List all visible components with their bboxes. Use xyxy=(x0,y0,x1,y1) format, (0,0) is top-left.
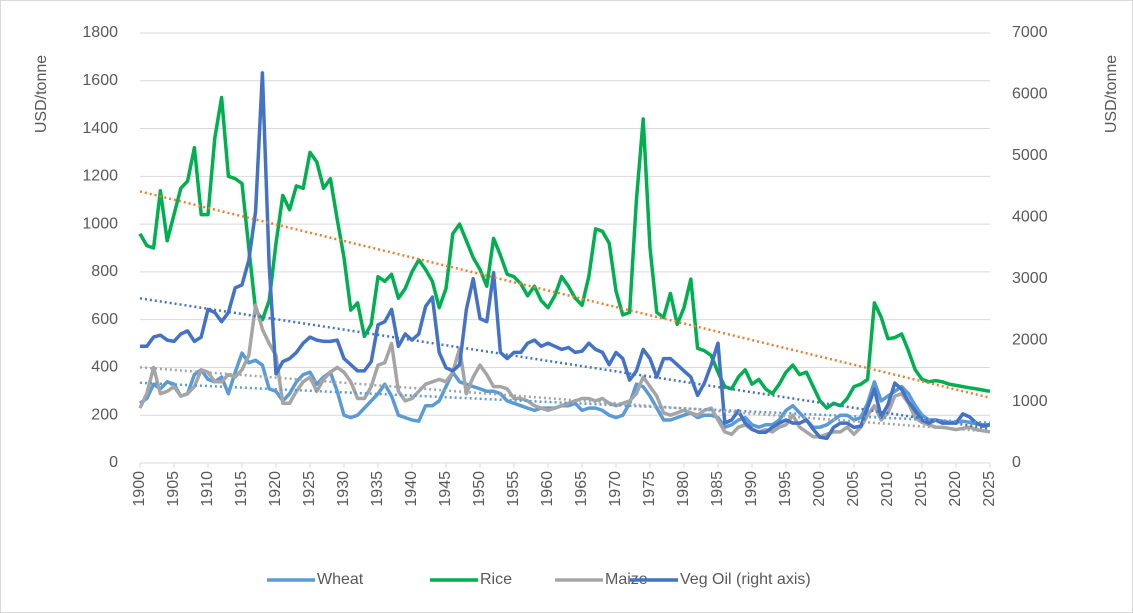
y2-tick-label: 6000 xyxy=(1012,86,1048,103)
y-tick-label: 800 xyxy=(91,263,118,280)
series-line xyxy=(138,95,991,410)
legend-label: Wheat xyxy=(317,571,364,588)
x-tick-label: 1960 xyxy=(539,471,556,507)
trend-line xyxy=(139,366,991,433)
x-tick-label: 1995 xyxy=(777,471,794,507)
y2-tick-label: 7000 xyxy=(1012,24,1048,41)
x-tick-label: 2000 xyxy=(811,471,828,507)
x-tick-label: 1940 xyxy=(403,471,420,507)
y2-tick-label: 2000 xyxy=(1012,331,1048,348)
x-tick-label: 1970 xyxy=(607,471,624,507)
y-tick-label: 400 xyxy=(91,359,118,376)
x-tick-label: 1980 xyxy=(675,471,692,507)
y-tick-label: 1800 xyxy=(82,24,118,41)
y-axis-label: USD/tonne xyxy=(33,55,50,133)
x-tick-label: 2020 xyxy=(947,471,964,507)
x-tick-label: 1985 xyxy=(709,471,726,507)
x-tick-label: 1935 xyxy=(369,471,386,507)
y2-tick-label: 3000 xyxy=(1012,270,1048,287)
y-tick-label: 200 xyxy=(91,406,118,423)
x-tick-label: 1955 xyxy=(505,471,522,507)
y2-tick-label: 4000 xyxy=(1012,209,1048,226)
trend-line xyxy=(139,190,991,400)
x-tick-label: 1915 xyxy=(233,471,250,507)
trend-line xyxy=(139,297,991,430)
y-tick-label: 1600 xyxy=(82,72,118,89)
y2-tick-label: 0 xyxy=(1012,454,1021,471)
legend-label: Maize xyxy=(605,571,648,588)
x-tick-label: 1905 xyxy=(165,471,182,507)
y-tick-label: 0 xyxy=(109,454,118,471)
series-line xyxy=(140,71,991,441)
x-tick-label: 1925 xyxy=(301,471,318,507)
x-tick-label: 1910 xyxy=(199,471,216,507)
x-tick-label: 2015 xyxy=(913,471,930,507)
x-tick-label: 2010 xyxy=(879,471,896,507)
x-tick-label: 1920 xyxy=(267,471,284,507)
y2-tick-label: 1000 xyxy=(1012,393,1048,410)
x-tick-label: 1900 xyxy=(131,471,148,507)
x-tick-label: 2005 xyxy=(845,471,862,507)
y-tick-label: 1000 xyxy=(82,215,118,232)
legend-label: Rice xyxy=(480,571,512,588)
x-tick-label: 1950 xyxy=(471,471,488,507)
y2-axis-label: USD/tonne xyxy=(1103,55,1120,133)
x-tick-label: 1965 xyxy=(573,471,590,507)
y-tick-label: 1200 xyxy=(82,168,118,185)
x-tick-label: 1945 xyxy=(437,471,454,507)
legend-label: Veg Oil (right axis) xyxy=(680,571,811,588)
x-tick-label: 1930 xyxy=(335,471,352,507)
series-line xyxy=(138,303,991,439)
y2-tick-label: 5000 xyxy=(1012,147,1048,164)
trend-line xyxy=(139,381,991,424)
y-tick-label: 1400 xyxy=(82,120,118,137)
x-tick-label: 1990 xyxy=(743,471,760,507)
x-tick-label: 1975 xyxy=(641,471,658,507)
x-tick-label: 2025 xyxy=(981,471,998,507)
y-tick-label: 600 xyxy=(91,311,118,328)
